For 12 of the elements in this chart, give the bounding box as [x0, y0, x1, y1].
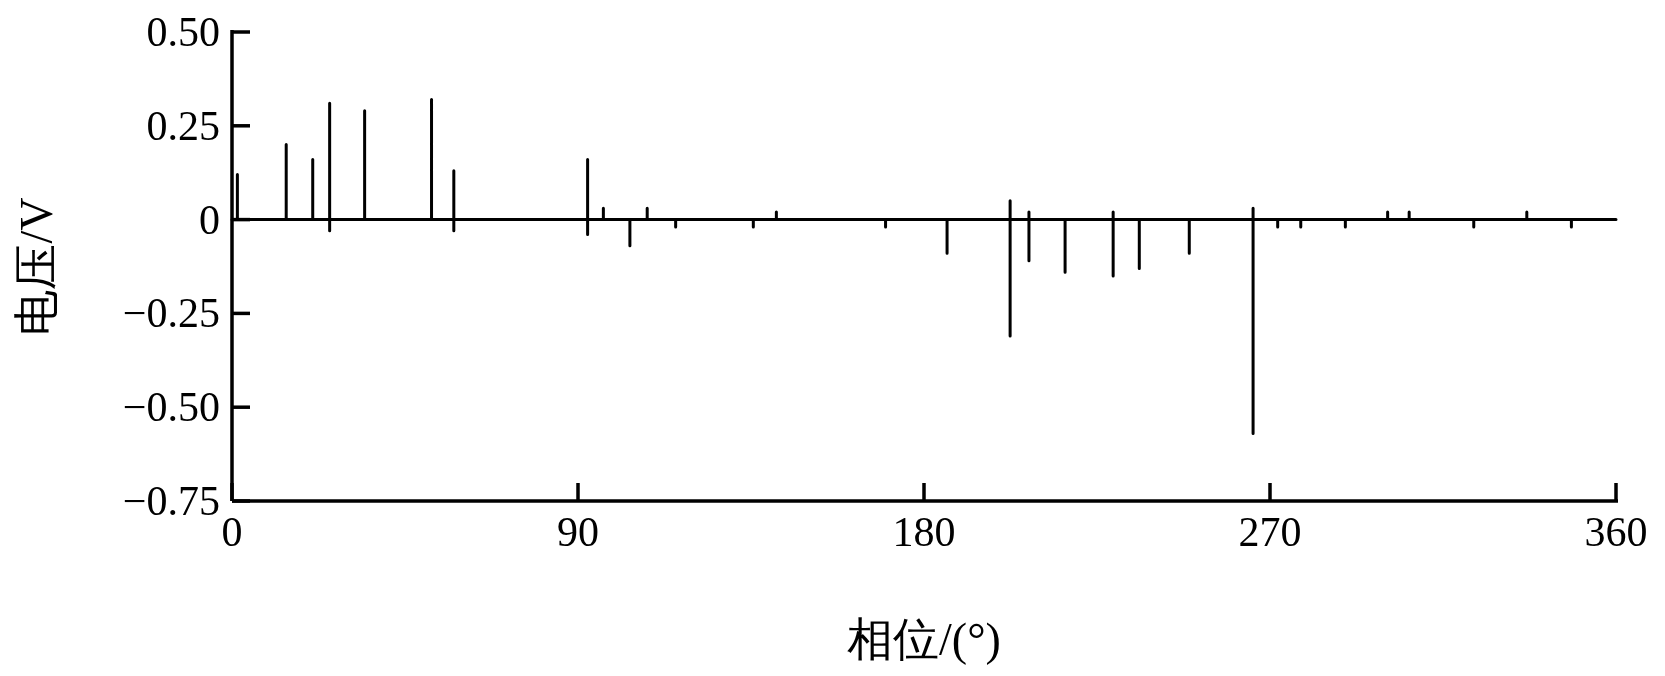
- y-tick-label: 0.50: [146, 9, 220, 55]
- y-tick-label: −0.75: [122, 478, 220, 524]
- y-tick-label: 0.25: [146, 102, 220, 149]
- x-tick-label: 270: [1238, 509, 1302, 555]
- x-tick-label: 360: [1584, 509, 1648, 555]
- y-tick-label: −0.50: [122, 384, 220, 431]
- y-tick-label: 0: [199, 196, 220, 243]
- x-axis-title: 相位/(°): [847, 614, 1001, 665]
- x-tick-label: 180: [892, 509, 956, 555]
- y-axis-title: 电压/V: [11, 197, 62, 336]
- x-tick-label: 90: [557, 509, 599, 555]
- y-tick-label: −0.25: [122, 290, 220, 337]
